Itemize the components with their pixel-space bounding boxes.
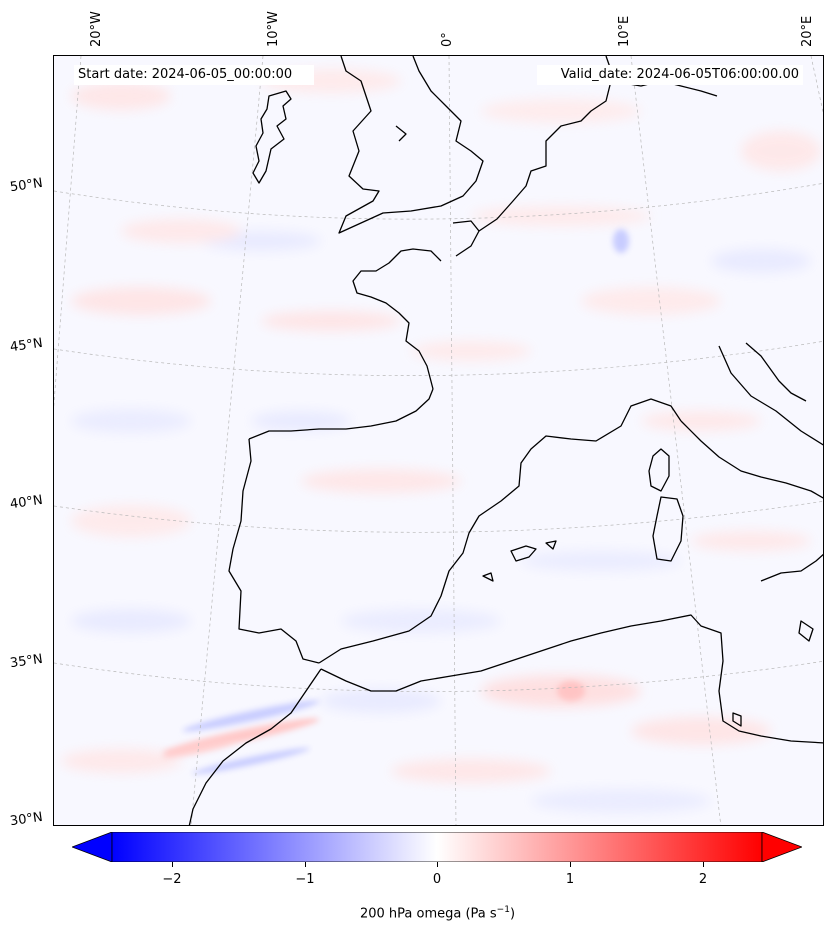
colorbar <box>70 831 804 863</box>
lon-label-0: 0° <box>440 32 455 47</box>
colorbar-label-exponent: −1 <box>496 905 510 915</box>
field-background <box>54 56 823 825</box>
colorbar-tick-label: 1 <box>565 872 575 887</box>
lon-label-20w: 20°W <box>89 11 104 47</box>
colorbar-tickmark <box>172 862 173 867</box>
omega-field <box>61 69 821 813</box>
colorbar-max-extend <box>761 831 804 863</box>
colorbar-label-text: 200 hPa omega (Pa s <box>359 906 497 922</box>
start-date-label: Start date: 2024-06-05_00:00:00 <box>74 65 297 84</box>
valid-date-label: Valid_date: 2024-06-05T06:00:00.00 <box>556 65 803 84</box>
colorbar-min-extend <box>70 831 113 863</box>
lat-label-40n: 40°N <box>9 492 44 513</box>
colorbar-tickmark <box>570 862 571 867</box>
lon-label-20e: 20°E <box>800 15 815 47</box>
graticule <box>54 56 823 825</box>
omega-streaks <box>161 229 629 775</box>
colorbar-tickmark <box>437 862 438 867</box>
map-canvas <box>54 56 823 825</box>
colorbar-tick-label: 2 <box>698 872 708 887</box>
colorbar-tick-label: −1 <box>295 872 315 887</box>
lon-label-10e: 10°E <box>617 15 632 47</box>
colorbar-label-close: ) <box>509 906 516 922</box>
coastlines <box>188 56 823 825</box>
colorbar-graphic <box>70 831 804 863</box>
colorbar-tickmark <box>305 862 306 867</box>
colorbar-label: 200 hPa omega (Pa s−1) <box>0 905 832 921</box>
lon-label-10w: 10°W <box>266 11 281 47</box>
colorbar-ramp <box>111 831 763 863</box>
lat-label-45n: 45°N <box>9 335 44 356</box>
map-panel: Start date: 2024-06-05_00:00:00 Valid_da… <box>53 55 824 826</box>
colorbar-tick-label: 0 <box>432 872 442 887</box>
colorbar-tickmark <box>703 862 704 867</box>
colorbar-tick-label: −2 <box>162 872 182 887</box>
lat-label-35n: 35°N <box>9 651 44 672</box>
lat-label-50n: 50°N <box>9 175 44 196</box>
lat-label-30n: 30°N <box>9 809 44 830</box>
